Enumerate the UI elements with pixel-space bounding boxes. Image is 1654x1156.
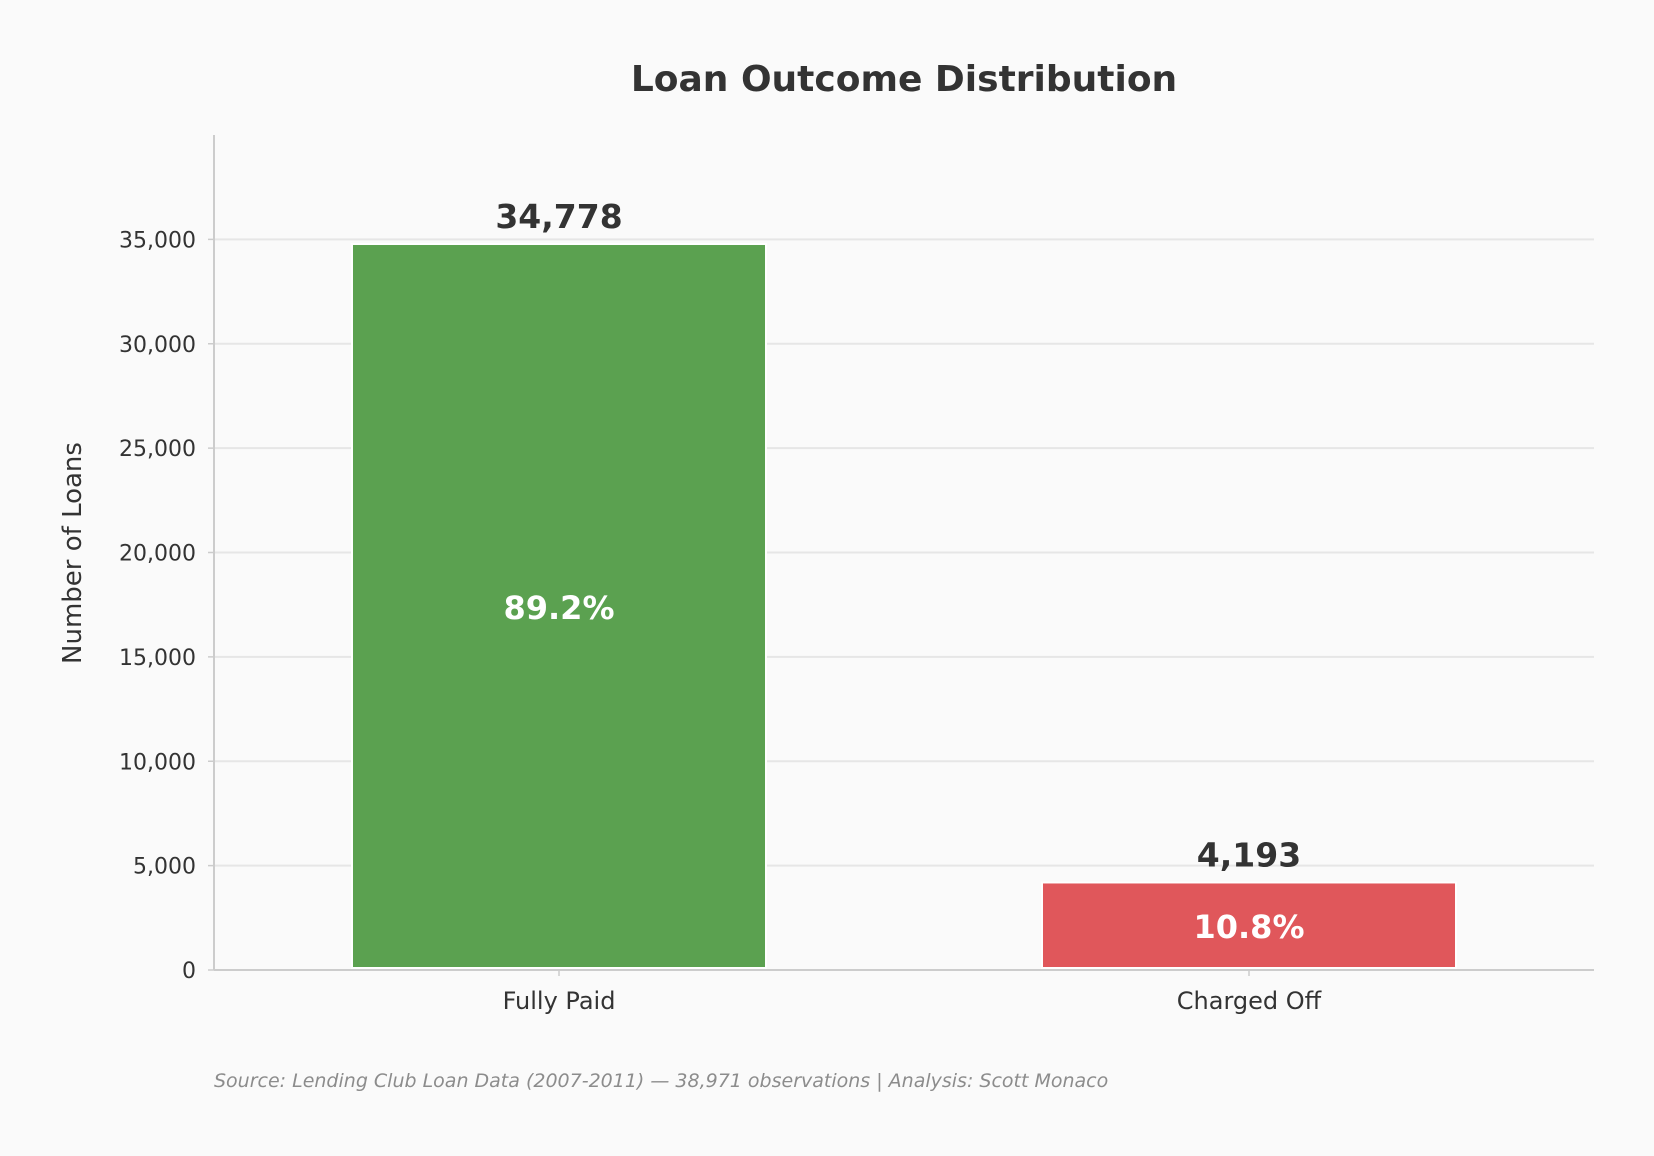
x-tick-label: Charged Off (1177, 987, 1322, 1015)
bar-charged-off (1041, 881, 1457, 970)
bar-fully-paid (351, 243, 767, 969)
y-tick-label: 15,000 (119, 646, 196, 671)
x-tick-label: Fully Paid (503, 987, 616, 1015)
y-axis-label: Number of Loans (58, 442, 88, 664)
y-tick-label: 30,000 (119, 333, 196, 358)
y-axis-ticks: 0 5,000 10,000 15,000 20,000 25,000 30,000 35,0… (119, 228, 214, 984)
y-tick-label: 25,000 (119, 437, 196, 462)
data-labels: 34,778 89.2% 4,193 10.8% (495, 197, 1304, 946)
x-axis-ticks: Fully Paid Charged Off (503, 970, 1322, 1015)
bar-value-label: 34,778 (495, 197, 622, 236)
bar-percent-label: 89.2% (503, 589, 614, 627)
source-note: Source: Lending Club Loan Data (2007-201… (214, 1070, 1108, 1092)
y-tick-label: 0 (182, 959, 196, 984)
bar-percent-label: 10.8% (1193, 908, 1304, 946)
bars (351, 243, 1457, 970)
y-tick-label: 20,000 (119, 542, 196, 567)
bar-value-label: 4,193 (1197, 835, 1301, 874)
y-tick-label: 35,000 (119, 228, 196, 253)
chart-title: Loan Outcome Distribution (631, 59, 1177, 100)
y-tick-label: 5,000 (133, 855, 196, 880)
y-tick-label: 10,000 (119, 750, 196, 775)
